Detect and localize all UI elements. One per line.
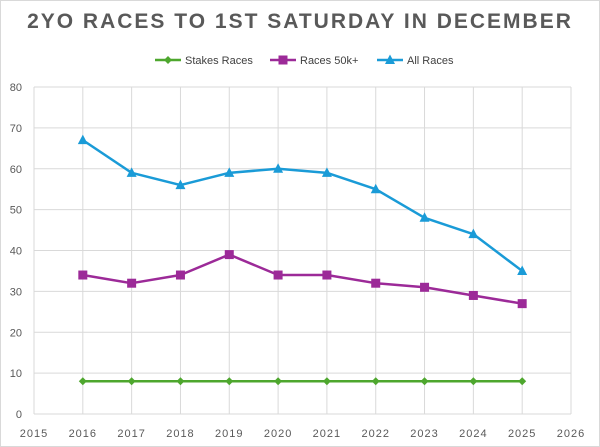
y-tick-label: 0 [16,409,22,421]
data-point-marker [517,265,528,275]
y-tick-label: 80 [10,82,22,94]
data-point-marker [77,134,88,145]
x-tick-label: 2023 [410,428,438,440]
data-point-marker [420,377,429,386]
data-point-marker [370,183,381,194]
data-point-marker [126,167,137,177]
data-point-marker [468,290,478,300]
data-point-marker [274,377,283,386]
x-tick-label: 2022 [361,428,389,440]
data-point-marker [176,377,185,386]
x-tick-label: 2021 [313,428,341,440]
data-point-marker [321,167,332,177]
x-tick-label: 2018 [166,428,194,440]
data-point-marker [273,270,283,280]
y-tick-label: 30 [10,286,22,298]
legend-label: All Races [407,55,454,67]
legend-marker [164,56,172,64]
data-point-marker [371,377,380,386]
data-point-marker [127,377,136,386]
y-tick-label: 20 [10,327,22,339]
chart-title: 2YO RACES TO 1ST SATURDAY IN DECEMBER [27,10,573,33]
data-point-marker [78,377,87,386]
data-point-marker [224,167,235,177]
legend-marker [278,55,288,65]
data-point-marker [469,377,478,386]
y-tick-label: 70 [10,123,22,135]
data-point-marker [468,228,479,239]
x-tick-label: 2016 [69,428,97,440]
x-tick-label: 2025 [508,428,536,440]
x-tick-label: 2015 [20,428,48,440]
y-tick-label: 60 [10,164,22,176]
legend-label: Races 50k+ [300,55,358,67]
series-line [82,139,523,272]
data-point-marker [322,377,331,386]
legend-marker [385,54,395,64]
data-point-marker [420,282,430,292]
legend-label: Stakes Races [185,55,253,67]
x-tick-label: 2017 [117,428,145,440]
data-point-marker [127,278,137,288]
y-tick-label: 50 [10,205,22,217]
data-point-marker [273,163,284,173]
data-point-marker [224,250,234,260]
data-point-marker [322,270,332,280]
data-point-marker [225,377,234,386]
data-point-marker [518,377,527,386]
y-tick-label: 10 [10,368,22,380]
y-tick-label: 40 [10,246,22,258]
series-line [82,253,523,305]
x-tick-label: 2019 [215,428,243,440]
data-point-marker [371,278,381,288]
x-tick-label: 2024 [459,428,487,440]
data-point-marker [175,179,186,190]
x-tick-label: 2026 [557,428,585,440]
data-point-marker [78,270,88,280]
data-point-marker [419,212,430,222]
data-point-marker [175,270,185,280]
x-tick-label: 2020 [264,428,292,440]
data-point-marker [517,299,527,309]
